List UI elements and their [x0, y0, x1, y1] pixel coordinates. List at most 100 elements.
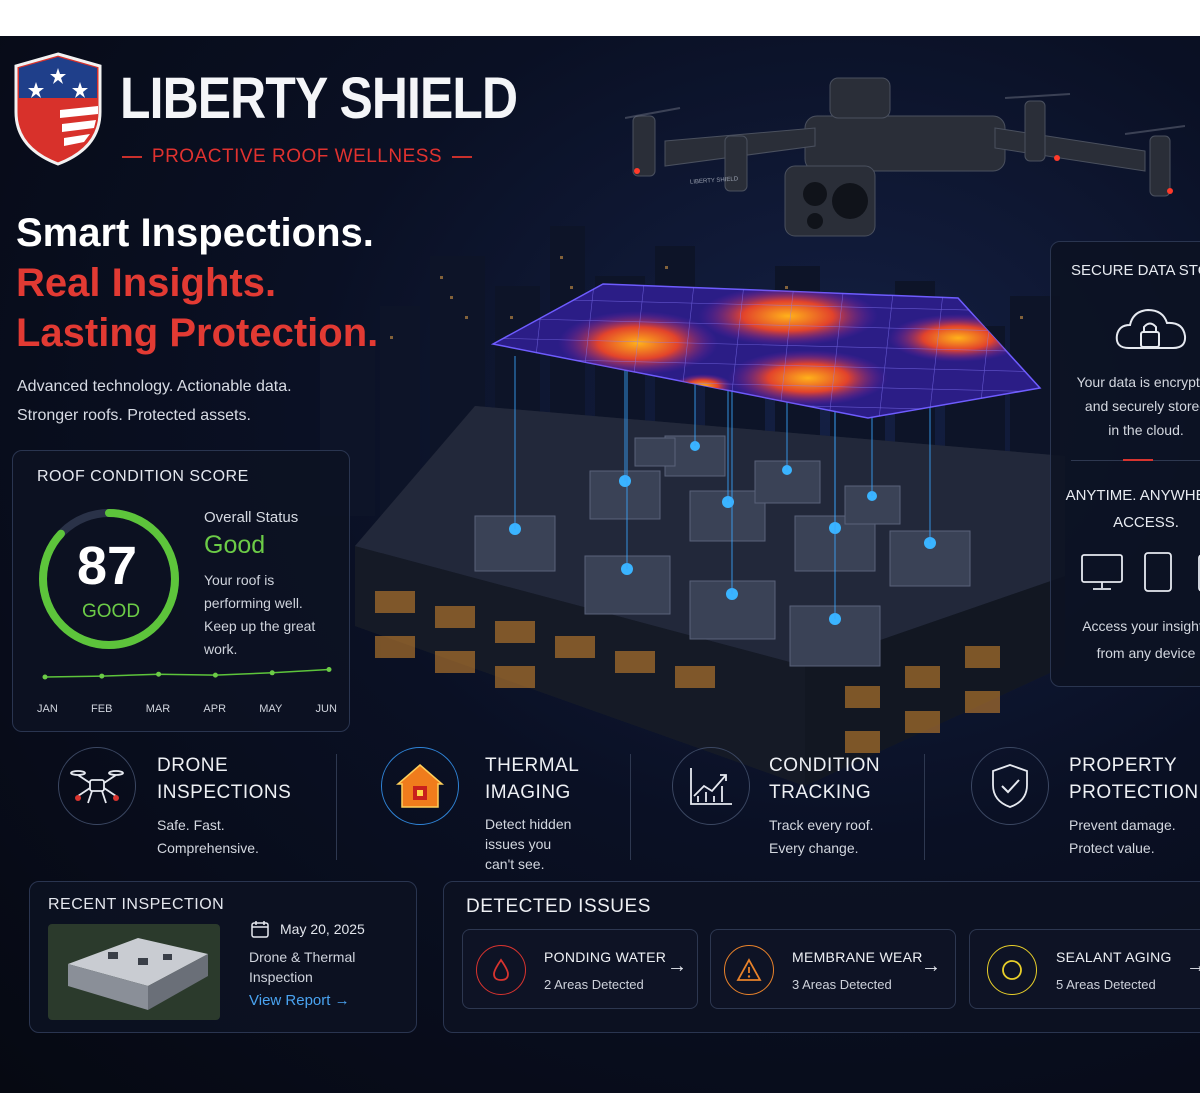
logo-shield-icon	[14, 52, 102, 166]
data-storage-text-2: and securely stored	[1084, 398, 1200, 414]
feature-title: IMAGING	[485, 782, 571, 803]
trend-point	[42, 674, 48, 680]
data-storage-text-1: Your data is encrypted	[1076, 374, 1200, 390]
gauge-fill	[39, 509, 179, 649]
cloud-lock-icon	[1115, 308, 1187, 349]
trend-month-labels: JAN FEB MAR APR MAY JUN	[37, 703, 337, 715]
trend-point	[326, 667, 332, 673]
trend-point	[269, 670, 275, 676]
score-card-title: ROOF CONDITION SCORE	[37, 468, 249, 485]
brand-name: LIBERTY SHIELD	[120, 66, 518, 131]
feature-title: DRONE	[157, 755, 229, 776]
hero-headline: Smart Inspections. Real Insights. Lastin…	[16, 208, 378, 358]
drone-icon	[58, 747, 136, 825]
feature-divider	[924, 754, 925, 860]
feature-title: INSPECTIONS	[157, 782, 292, 803]
trend-point	[212, 672, 218, 678]
feature-text: PROPERTY PROTECTION Prevent damage. Prot…	[1069, 752, 1199, 860]
tagline-rule-left	[122, 156, 142, 158]
calendar-icon	[251, 921, 269, 938]
trend-chart	[42, 667, 332, 680]
feature-desc: Detect hidden	[485, 816, 572, 832]
month-label: APR	[203, 703, 227, 715]
issue-name: PONDING WATER	[544, 949, 667, 965]
access-title-2: ACCESS.	[1113, 514, 1179, 531]
feature-title: CONDITION	[769, 755, 881, 776]
feature-desc: Comprehensive.	[157, 840, 259, 856]
score-value: 87	[77, 536, 138, 596]
thermal-house-icon	[381, 747, 459, 825]
issue-membrane-wear[interactable]: MEMBRANE WEAR 3 Areas Detected →	[710, 929, 956, 1009]
recent-inspection-title: RECENT INSPECTION	[48, 896, 225, 913]
feature-desc: can't see.	[485, 856, 545, 872]
issue-name: MEMBRANE WEAR	[792, 949, 923, 965]
arrow-right-icon: →	[667, 955, 687, 977]
issue-detail: 2 Areas Detected	[544, 977, 644, 992]
access-text-2: from any device	[1096, 645, 1196, 661]
inspection-type-line-2: Inspection	[249, 969, 313, 985]
divider-accent	[1123, 459, 1153, 461]
feature-divider	[630, 754, 631, 860]
trend-point	[99, 673, 105, 679]
feature-drone-inspections	[58, 747, 136, 825]
feature-title: THERMAL	[485, 755, 580, 776]
score-label: GOOD	[82, 601, 141, 622]
inspection-type: Drone & Thermal Inspection	[249, 947, 355, 987]
month-label: JUN	[315, 703, 337, 715]
detected-issues-title: DETECTED ISSUES	[466, 896, 651, 917]
score-gauge	[39, 509, 179, 649]
monitor-icon	[1081, 554, 1123, 590]
headline-line-3: Lasting Protection.	[16, 311, 379, 355]
view-report-link[interactable]: View Report →	[249, 992, 350, 1009]
issue-ponding-water[interactable]: PONDING WATER 2 Areas Detected →	[462, 929, 698, 1009]
month-label: MAR	[145, 703, 171, 715]
issue-detail: 5 Areas Detected	[1056, 977, 1156, 992]
arrow-right-icon: →	[1186, 955, 1200, 977]
feature-condition-tracking	[672, 747, 750, 825]
tagline-text: PROACTIVE ROOF WELLNESS	[151, 146, 443, 167]
warning-icon	[724, 945, 774, 995]
tablet-icon	[1144, 552, 1172, 592]
access-text-1: Access your insights	[1082, 618, 1200, 634]
building-illustration	[355, 406, 1065, 786]
roof-condition-card: ROOF CONDITION SCORE 87 GOOD Overall Sta…	[12, 450, 350, 732]
feature-thermal-imaging	[381, 747, 459, 825]
shield-check-icon	[971, 747, 1049, 825]
data-storage-text-3: in the cloud.	[1108, 422, 1184, 438]
issue-detail: 3 Areas Detected	[792, 977, 892, 992]
recent-inspection-card: RECENT INSPECTION May 20, 2025 Drone & T…	[29, 881, 417, 1033]
data-storage-title: SECURE DATA STORAGE	[1071, 262, 1200, 279]
hero-sub-line-1: Advanced technology. Actionable data.	[17, 378, 292, 395]
feature-desc: issues you	[485, 836, 552, 852]
feature-title: PROTECTION	[1069, 782, 1199, 803]
headline-line-1: Smart Inspections.	[16, 211, 374, 255]
arrow-right-icon: →	[921, 955, 941, 977]
phone-icon	[1198, 554, 1200, 592]
feature-desc: Prevent damage.	[1069, 817, 1176, 833]
issue-sealant-aging[interactable]: SEALANT AGING 5 Areas Detected →	[969, 929, 1200, 1009]
inspection-type-line-1: Drone & Thermal	[249, 949, 356, 965]
issue-name: SEALANT AGING	[1056, 949, 1172, 965]
feature-desc: Every change.	[769, 840, 859, 856]
feature-text: THERMAL IMAGING Detect hidden issues you…	[485, 752, 579, 874]
hero-subtext: Advanced technology. Actionable data. St…	[17, 372, 292, 430]
drone-illustration	[625, 77, 1185, 237]
feature-divider	[336, 754, 337, 860]
inspection-date: May 20, 2025	[280, 921, 365, 937]
inspection-thumbnail	[48, 924, 220, 1020]
feature-title: PROPERTY	[1069, 755, 1178, 776]
circle-icon	[987, 945, 1037, 995]
trend-point	[156, 671, 162, 677]
water-drop-icon	[476, 945, 526, 995]
detected-issues-card: DETECTED ISSUES PONDING WATER 2 Areas De…	[443, 881, 1200, 1033]
feature-property-protection	[971, 747, 1049, 825]
status-description: Your roof is performing well. Keep up th…	[204, 572, 316, 657]
feature-title: TRACKING	[769, 782, 872, 803]
access-title-1: ANYTIME. ANYWHERE	[1065, 487, 1200, 504]
growth-chart-icon	[672, 747, 750, 825]
hero-sub-line-2: Stronger roofs. Protected assets.	[17, 407, 251, 424]
status-value: Good	[204, 531, 266, 559]
feature-text: DRONE INSPECTIONS Safe. Fast. Comprehens…	[157, 752, 291, 860]
month-label: FEB	[91, 703, 113, 715]
month-label: JAN	[37, 703, 58, 715]
